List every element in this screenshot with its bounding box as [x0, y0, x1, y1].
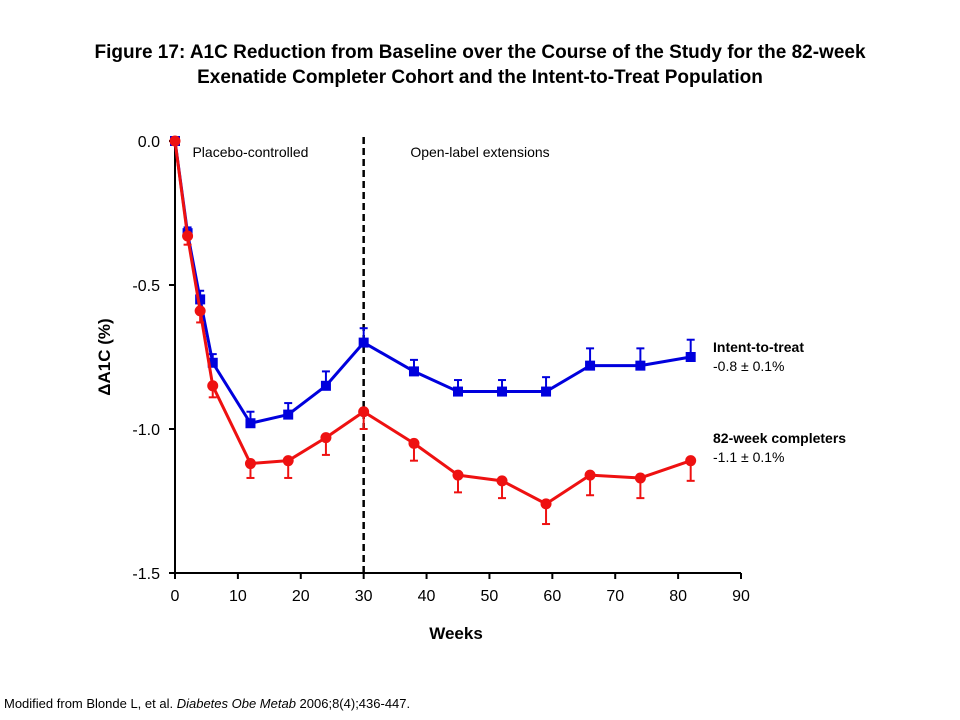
data-point	[453, 386, 463, 397]
citation: Modified from Blonde L, et al. Diabetes …	[4, 696, 410, 712]
citation-journal: Diabetes Obe Metab	[176, 696, 296, 711]
x-tick-label: 0	[171, 588, 180, 605]
data-point	[207, 380, 219, 392]
data-point	[408, 366, 419, 377]
citation-prefix: Modified from Blonde L, et al.	[4, 696, 177, 711]
data-point	[497, 386, 508, 397]
data-point	[496, 475, 508, 487]
series-line	[173, 140, 692, 506]
series-name-label: 82-week completers	[713, 430, 846, 446]
data-point	[194, 305, 206, 317]
data-point	[408, 437, 420, 449]
axes: 0 10 20 30 40 50 60 70 80 90 0.0 -0.5 -1.0 -1.5 Weeks Δ…	[95, 134, 750, 643]
data-point	[207, 357, 218, 368]
series-line	[173, 140, 691, 425]
series-layer	[169, 135, 697, 526]
series-completers	[169, 135, 697, 526]
region-label: Open-label extensions	[410, 144, 549, 160]
data-point	[245, 418, 256, 429]
y-tick-label: -0.5	[132, 278, 160, 295]
data-point	[282, 455, 294, 467]
y-tick-label: -1.5	[132, 566, 160, 583]
citation-suffix: 2006;8(4);436-447.	[295, 696, 411, 711]
data-point	[358, 406, 370, 418]
x-tick-label: 70	[606, 588, 624, 605]
labels-layer: Placebo-controlled Open-label extensions I…	[192, 144, 846, 465]
x-tick-label: 60	[543, 588, 561, 605]
x-tick-label: 20	[292, 588, 310, 605]
data-point	[320, 432, 332, 444]
data-point	[685, 455, 697, 467]
chart-title-line-2: Exenatide Completer Cohort and the Inten…	[197, 67, 763, 88]
x-axis-label: Weeks	[429, 624, 483, 643]
data-point	[635, 360, 646, 371]
x-tick-label: 40	[418, 588, 436, 605]
data-point	[358, 337, 369, 348]
data-point	[195, 294, 206, 305]
data-point	[685, 352, 696, 362]
series-annotation-label: -0.8 ± 0.1%	[713, 358, 785, 374]
x-tick-label: 50	[481, 588, 499, 605]
data-point	[585, 360, 596, 371]
data-point	[169, 135, 181, 147]
chart-title: Figure 17: A1C Reduction from Baseline o…	[0, 40, 960, 90]
data-point	[244, 458, 256, 470]
chart-title-line-1: Figure 17: A1C Reduction from Baseline o…	[94, 42, 866, 63]
data-point	[320, 380, 331, 391]
data-point	[540, 498, 552, 510]
y-tick-label: 0.0	[138, 134, 160, 151]
series-intent-to-treat	[170, 136, 696, 429]
data-point	[541, 386, 552, 397]
x-tick-label: 30	[355, 588, 373, 605]
x-tick-label: 90	[732, 588, 750, 605]
x-tick-label: 10	[229, 588, 247, 605]
series-annotation-label: -1.1 ± 0.1%	[713, 449, 785, 465]
y-axis-label: ΔA1C (%)	[95, 318, 114, 395]
data-point	[283, 409, 294, 420]
series-name-label: Intent-to-treat	[713, 339, 804, 355]
data-point	[182, 230, 194, 242]
x-tick-label: 80	[669, 588, 687, 605]
region-label: Placebo-controlled	[192, 144, 308, 160]
data-point	[452, 469, 464, 481]
y-tick-label: -1.0	[132, 422, 160, 439]
data-point	[584, 469, 596, 481]
data-point	[634, 472, 646, 484]
